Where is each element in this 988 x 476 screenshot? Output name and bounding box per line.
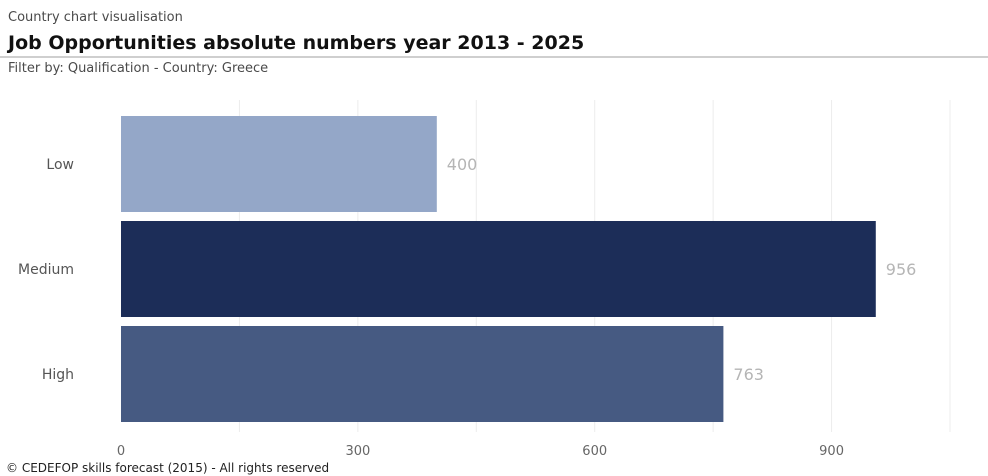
copyright-footer: © CEDEFOP skills forecast (2015) - All r… (6, 461, 330, 475)
value-label-low: 400 (447, 155, 478, 174)
filter-text: Filter by: Qualification - Country: Gree… (8, 61, 269, 76)
bar-high (121, 326, 724, 422)
x-tick-label: 600 (582, 444, 607, 459)
title-divider (0, 56, 988, 58)
category-label-medium: Medium (18, 262, 74, 278)
bar-low (121, 116, 437, 212)
chart-title: Job Opportunities absolute numbers year … (8, 32, 585, 54)
category-label-high: High (42, 367, 74, 383)
x-tick-label: 0 (117, 444, 125, 459)
x-tick-label: 300 (345, 444, 370, 459)
bar-medium (121, 221, 876, 317)
x-tick-label: 900 (819, 444, 844, 459)
chart-kicker: Country chart visualisation (8, 10, 183, 25)
value-label-medium: 956 (886, 260, 917, 279)
value-label-high: 763 (733, 365, 764, 384)
category-label-low: Low (46, 157, 74, 173)
